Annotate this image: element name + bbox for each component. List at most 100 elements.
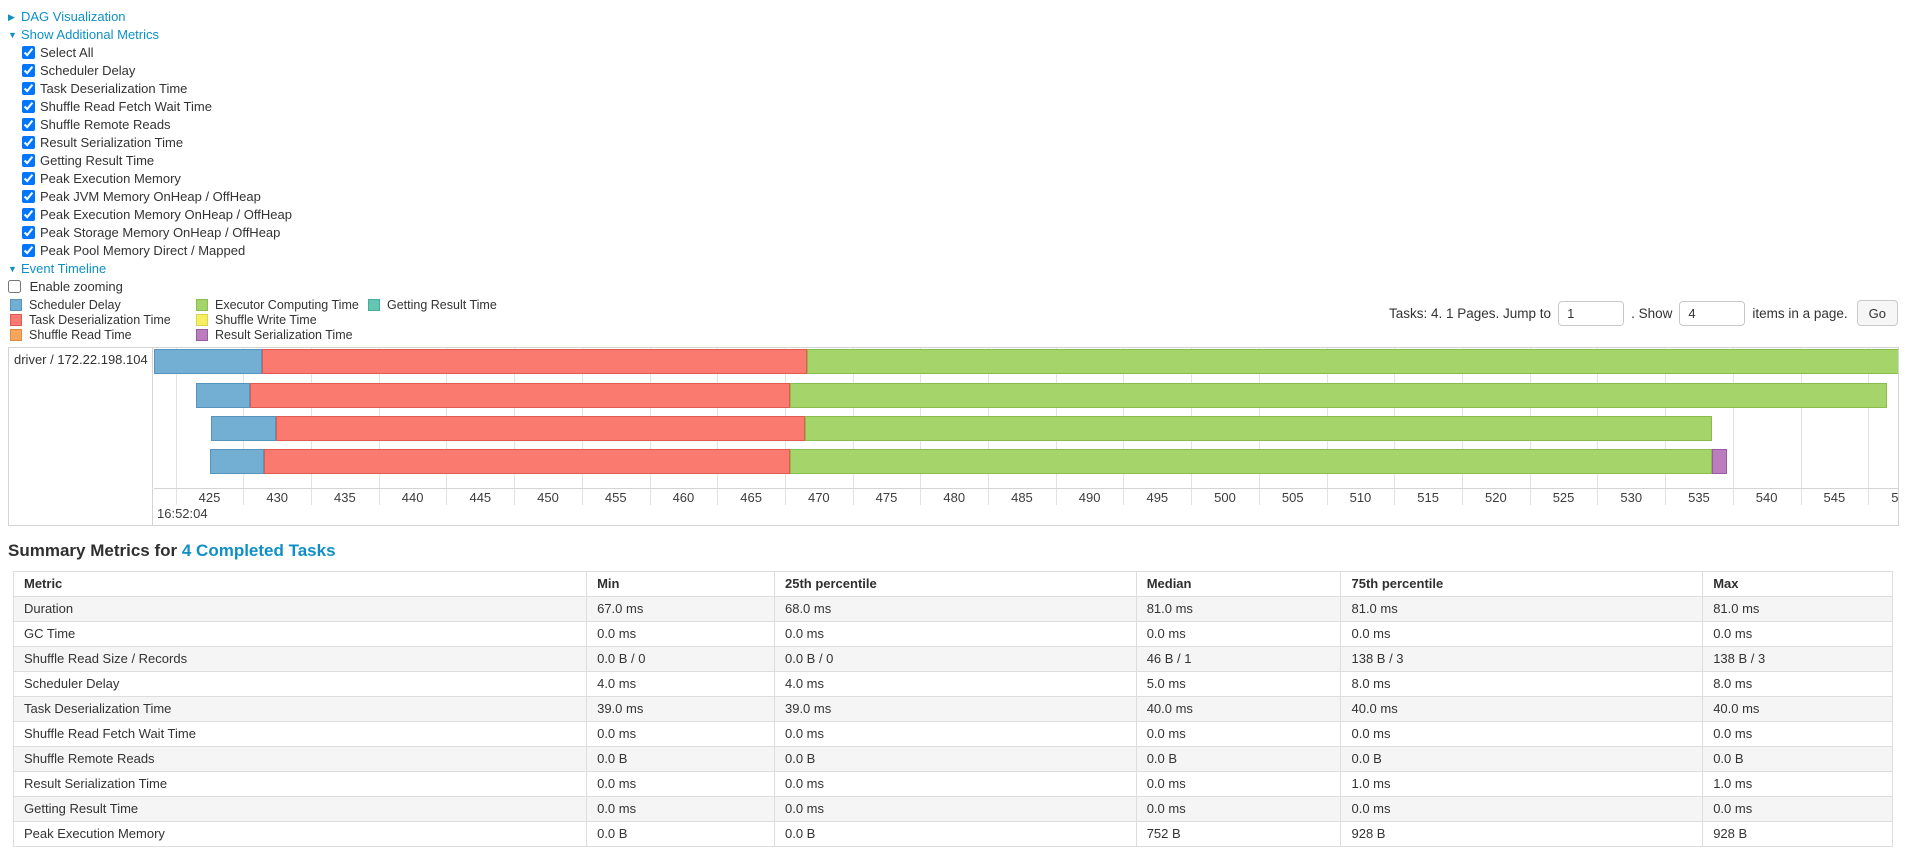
legend-item: Executor Computing Time — [196, 298, 359, 312]
task-deserialization-segment[interactable] — [275, 416, 806, 441]
scheduler-delay-segment[interactable] — [154, 349, 263, 374]
timeline-plot-area — [154, 348, 1898, 488]
metric-checkbox-row[interactable]: Scheduler Delay — [22, 62, 1907, 80]
additional-metrics-toggle[interactable]: ▼ Show Additional Metrics — [8, 26, 1907, 44]
metric-checkbox-row[interactable]: Select All — [22, 44, 1907, 62]
additional-metrics-checklist: Select All Scheduler Delay Task Deserializ… — [22, 44, 1907, 260]
result-serialization-segment[interactable] — [1712, 449, 1728, 474]
metric-checkbox-row[interactable]: Peak Execution Memory — [22, 170, 1907, 188]
metric-checkbox-row[interactable]: Peak Execution Memory OnHeap / OffHeap — [22, 206, 1907, 224]
metric-value-cell: 0.0 ms — [1702, 621, 1893, 647]
scheduler-delay-segment[interactable] — [195, 383, 251, 408]
go-button[interactable]: Go — [1856, 300, 1898, 326]
task-deserialization-segment[interactable] — [262, 349, 807, 374]
scheduler-delay-segment[interactable] — [210, 416, 276, 441]
scheduler-delay-segment[interactable] — [209, 449, 264, 474]
metric-checkbox[interactable] — [22, 208, 35, 221]
metric-name-cell: Duration — [12, 596, 588, 622]
executor-computing-swatch-icon — [196, 299, 208, 311]
metric-checkbox-row[interactable]: Peak Storage Memory OnHeap / OffHeap — [22, 224, 1907, 242]
metric-checkbox-row[interactable]: Task Deserialization Time — [22, 80, 1907, 98]
metric-value-cell: 0.0 ms — [586, 796, 775, 822]
metric-checkbox-row[interactable]: Peak JVM Memory OnHeap / OffHeap — [22, 188, 1907, 206]
executor-computing-segment[interactable] — [806, 349, 1898, 374]
metric-value-cell: 0.0 ms — [773, 771, 1137, 797]
metric-name-cell: Shuffle Read Size / Records — [12, 646, 588, 672]
task-bar[interactable] — [195, 383, 1888, 408]
timeline-tick-mark — [1055, 489, 1057, 505]
metric-checkbox[interactable] — [22, 82, 35, 95]
metric-name-cell: Result Serialization Time — [12, 771, 588, 797]
metric-value-cell: 46 B / 1 — [1135, 646, 1342, 672]
metric-checkbox-label: Scheduler Delay — [40, 63, 136, 78]
metric-checkbox[interactable] — [22, 64, 35, 77]
additional-metrics-link[interactable]: Show Additional Metrics — [21, 27, 160, 42]
metric-checkbox[interactable] — [22, 244, 35, 257]
metric-checkbox[interactable] — [22, 118, 35, 131]
task-bar[interactable] — [210, 416, 1713, 441]
metric-checkbox[interactable] — [22, 190, 35, 203]
timeline-tick-label: 505 — [1281, 490, 1304, 505]
metric-name-cell: Peak Execution Memory — [12, 821, 588, 847]
timeline-tick-mark — [717, 489, 719, 505]
event-timeline-toggle[interactable]: ▼ Event Timeline — [8, 260, 1907, 278]
summary-heading-prefix: Summary Metrics for — [8, 541, 178, 560]
metric-checkbox-row[interactable]: Getting Result Time — [22, 152, 1907, 170]
timeline-tick-mark — [852, 489, 854, 505]
metric-checkbox-label: Peak Execution Memory OnHeap / OffHeap — [40, 207, 292, 222]
table-column-header: Median — [1135, 571, 1342, 597]
stage-page-controls: ▶ DAG Visualization ▼ Show Additional Metr… — [0, 0, 1907, 295]
jump-to-page-input[interactable] — [1558, 300, 1625, 326]
timeline-tick-mark — [1597, 489, 1599, 505]
enable-zooming-checkbox[interactable] — [8, 280, 21, 293]
legend-label: Executor Computing Time — [215, 298, 359, 312]
metric-checkbox-row[interactable]: Result Serialization Time — [22, 134, 1907, 152]
timeline-tick-mark — [920, 489, 922, 505]
legend-and-pagination-strip: Scheduler Delay Task Deserialization Time… — [8, 298, 1899, 345]
metric-checkbox-row[interactable]: Shuffle Read Fetch Wait Time — [22, 98, 1907, 116]
timeline-tick-label: 535 — [1688, 490, 1710, 505]
metric-checkbox[interactable] — [22, 46, 35, 59]
timeline-tick-mark — [1123, 489, 1125, 505]
metric-value-cell: 752 B — [1135, 821, 1342, 847]
metric-value-cell: 0.0 B — [586, 821, 775, 847]
metric-checkbox-label: Peak Execution Memory — [40, 171, 181, 186]
metric-checkbox[interactable] — [22, 100, 35, 113]
metric-value-cell: 81.0 ms — [1340, 596, 1704, 622]
metric-value-cell: 0.0 ms — [1340, 721, 1704, 747]
table-row: Result Serialization Time 0.0 ms 0.0 ms 0.0… — [12, 771, 1893, 797]
metric-name-cell: Scheduler Delay — [12, 671, 588, 697]
timeline-tick-mark — [581, 489, 583, 505]
metric-value-cell: 0.0 ms — [1135, 771, 1342, 797]
metric-checkbox[interactable] — [22, 172, 35, 185]
items-per-page-input[interactable] — [1679, 300, 1746, 326]
executor-computing-segment[interactable] — [805, 416, 1713, 441]
metric-value-cell: 40.0 ms — [1702, 696, 1893, 722]
timeline-tick-mark — [1394, 489, 1396, 505]
getting-result-swatch-icon — [368, 299, 380, 311]
dag-visualization-link[interactable]: DAG Visualization — [21, 9, 126, 24]
enable-zooming-row[interactable]: Enable zooming — [8, 278, 1907, 295]
metric-value-cell: 4.0 ms — [586, 671, 775, 697]
executor-computing-segment[interactable] — [790, 449, 1713, 474]
metric-checkbox[interactable] — [22, 154, 35, 167]
dag-visualization-toggle[interactable]: ▶ DAG Visualization — [8, 8, 1907, 26]
task-deserialization-segment[interactable] — [250, 383, 791, 408]
task-bar[interactable] — [209, 449, 1728, 474]
executor-computing-segment[interactable] — [790, 383, 1888, 408]
pagination-mid-text: . Show — [1631, 305, 1673, 321]
timeline-tick-mark — [311, 489, 313, 505]
completed-tasks-link[interactable]: 4 Completed Tasks — [181, 541, 336, 560]
metric-checkbox[interactable] — [22, 136, 35, 149]
metric-value-cell: 8.0 ms — [1702, 671, 1893, 697]
task-deserialization-segment[interactable] — [263, 449, 791, 474]
task-bar[interactable] — [154, 349, 1898, 374]
metric-checkbox-row[interactable]: Shuffle Remote Reads — [22, 116, 1907, 134]
timeline-tick-label: 425 — [198, 490, 221, 505]
event-timeline-link[interactable]: Event Timeline — [21, 261, 107, 276]
metric-checkbox[interactable] — [22, 226, 35, 239]
metric-checkbox-row[interactable]: Peak Pool Memory Direct / Mapped — [22, 242, 1907, 260]
metric-value-cell: 0.0 ms — [773, 721, 1137, 747]
scheduler-delay-swatch-icon — [10, 299, 22, 311]
legend-item: Result Serialization Time — [196, 328, 359, 342]
